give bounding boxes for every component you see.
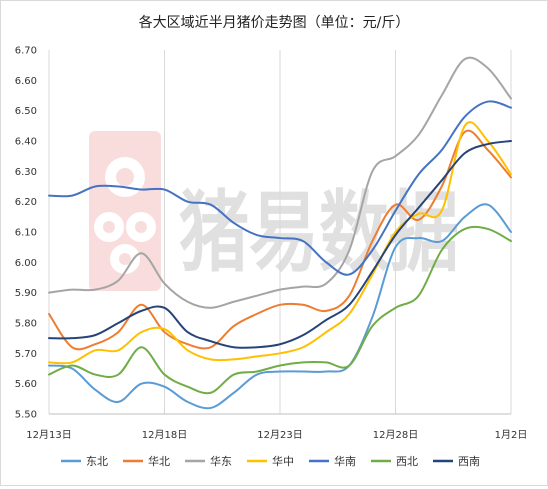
y-tick-label: 6.20 bbox=[15, 197, 37, 208]
x-tick-label: 12月18日 bbox=[142, 429, 187, 441]
series-line bbox=[48, 56, 512, 309]
y-tick-label: 5.70 bbox=[15, 349, 37, 360]
series-line bbox=[48, 203, 512, 410]
y-tick-label: 5.90 bbox=[15, 288, 37, 299]
y-tick-label: 6.40 bbox=[15, 137, 37, 148]
legend: 东北 华北 华东 华中 华南 西北 西南 bbox=[61, 454, 480, 468]
y-tick-label: 6.60 bbox=[15, 76, 37, 87]
y-tick-label: 6.10 bbox=[15, 228, 37, 239]
series-line bbox=[48, 100, 512, 276]
series-line bbox=[48, 121, 512, 365]
x-tick-label: 12月13日 bbox=[26, 429, 71, 441]
legend-label: 华南 bbox=[334, 454, 356, 468]
series-line bbox=[48, 225, 512, 395]
y-tick-label: 5.80 bbox=[15, 319, 37, 330]
y-tick-label: 6.30 bbox=[15, 167, 37, 178]
legend-label: 华东 bbox=[210, 454, 232, 468]
series-lines bbox=[48, 56, 512, 410]
x-tick-label: 1月2日 bbox=[495, 429, 528, 441]
x-tick-label: 12月28日 bbox=[373, 429, 418, 441]
y-tick-label: 5.60 bbox=[15, 379, 37, 390]
watermark-text: 猪易数据 bbox=[179, 181, 459, 284]
chart-title: 各大区域近半月猪价走势图（单位：元/斤） bbox=[139, 15, 410, 31]
y-tick-label: 5.50 bbox=[15, 410, 37, 421]
x-tick-label: 12月23日 bbox=[257, 429, 302, 441]
axes: 5.50 5.60 5.70 5.80 5.90 6.00 6.10 6.20 6.30 6.40… bbox=[15, 46, 528, 442]
legend-label: 华北 bbox=[148, 454, 170, 468]
legend-label: 华中 bbox=[272, 454, 294, 468]
y-tick-label: 6.00 bbox=[15, 258, 37, 269]
legend-label: 东北 bbox=[86, 455, 108, 468]
legend-label: 西北 bbox=[396, 455, 418, 468]
watermark: 猪易数据 bbox=[89, 131, 459, 291]
y-tick-label: 6.70 bbox=[15, 46, 37, 57]
series-line bbox=[48, 140, 512, 349]
series-line bbox=[48, 129, 512, 351]
legend-label: 西南 bbox=[458, 455, 480, 468]
y-tick-label: 6.50 bbox=[15, 106, 37, 117]
watermark-logo-icon bbox=[89, 131, 161, 291]
